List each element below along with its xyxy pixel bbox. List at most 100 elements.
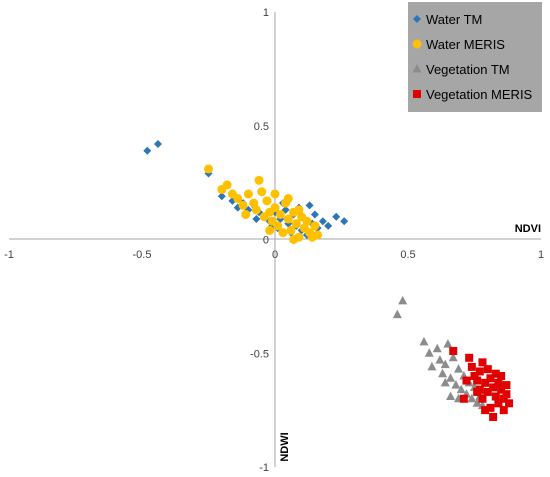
- water-meris-point: [233, 194, 243, 204]
- vegetation-meris-point: [486, 374, 495, 383]
- legend-marker-vegetation-tm: [412, 64, 422, 73]
- y-tick-label: 0: [263, 235, 269, 247]
- water-meris-point: [275, 209, 285, 219]
- vegetation-tm-point: [472, 398, 482, 407]
- water-tm-point: [143, 146, 152, 155]
- x-tick-label: 1: [538, 249, 544, 261]
- water-tm-point: [332, 212, 341, 221]
- x-tick-label: 0.5: [400, 249, 415, 261]
- vegetation-meris-point: [467, 362, 476, 371]
- water-meris-point: [243, 189, 253, 199]
- vegetation-meris-point: [449, 346, 458, 355]
- vegetation-meris-point: [462, 376, 471, 385]
- x-tick-label: 0: [272, 249, 278, 261]
- vegetation-meris-point: [473, 376, 482, 385]
- vegetation-meris-point: [494, 399, 503, 408]
- water-meris-point: [291, 219, 301, 229]
- legend-marker-water-tm: [413, 15, 421, 23]
- water-meris-point: [222, 180, 232, 190]
- water-meris-point: [254, 175, 264, 185]
- vegetation-meris-point: [502, 390, 511, 399]
- vegetation-meris-point: [491, 369, 500, 378]
- data-points: [143, 139, 514, 421]
- y-axis-title: NDWI: [279, 432, 291, 461]
- y-tick-labels: 1 0.5 0 -0.5 -1: [250, 7, 269, 474]
- vegetation-tm-point: [438, 368, 448, 378]
- vegetation-tm-point: [432, 343, 442, 353]
- water-meris-point: [286, 225, 296, 235]
- water-meris-point: [249, 198, 259, 208]
- water-meris-point: [294, 205, 304, 215]
- vegetation-meris-point: [481, 406, 490, 415]
- vegetation-tm-point: [419, 336, 429, 346]
- vegetation-meris-point: [494, 378, 503, 387]
- y-tick-label: -1: [259, 462, 269, 474]
- vegetation-meris-point: [497, 372, 506, 380]
- vegetation-tm-point: [454, 364, 464, 373]
- legend-box: [408, 2, 542, 112]
- legend-marker-water-meris: [412, 39, 422, 49]
- vegetation-tm-point: [435, 355, 445, 364]
- water-meris-point: [265, 225, 275, 235]
- x-tick-labels: -1 -0.5 0 0.5 1: [4, 249, 544, 261]
- water-tm-point: [305, 201, 314, 210]
- vegetation-tm-point: [440, 359, 450, 369]
- y-tick-label: -0.5: [250, 348, 269, 360]
- water-meris-point: [273, 221, 283, 231]
- legend-label-water-meris: Water MERIS: [426, 37, 505, 52]
- x-axis-title: NDVI: [515, 223, 541, 235]
- water-meris-point: [241, 209, 251, 219]
- water-meris-point: [262, 196, 272, 206]
- vegetation-meris-point: [478, 394, 487, 403]
- vegetation-tm-point: [446, 391, 456, 400]
- vegetation-tm-point: [443, 339, 453, 348]
- water-tm-point: [340, 217, 349, 226]
- vegetation-meris-point: [489, 383, 498, 392]
- axes: [9, 12, 541, 467]
- vegetation-meris-point: [483, 387, 492, 396]
- water-tm-point: [153, 139, 162, 148]
- water-meris-point: [251, 205, 261, 215]
- vegetation-tm-point: [456, 384, 466, 394]
- vegetation-tm-point: [424, 348, 434, 357]
- legend-marker-vegetation-meris: [413, 90, 421, 98]
- x-tick-label: -1: [4, 249, 14, 261]
- legend: Water TM Water MERIS Vegetation TM Vegetati…: [408, 2, 542, 112]
- vegetation-meris-point: [499, 394, 508, 403]
- vegetation-tm-point: [467, 393, 477, 403]
- water-meris-point: [310, 221, 320, 231]
- legend-label-vegetation-meris: Vegetation MERIS: [426, 87, 533, 102]
- y-tick-label: 0.5: [254, 121, 269, 133]
- vegetation-meris-point: [483, 365, 492, 374]
- water-meris-point: [283, 214, 293, 224]
- vegetation-meris-point: [481, 378, 490, 387]
- water-meris-point: [313, 230, 323, 240]
- vegetation-meris-point: [489, 412, 498, 421]
- vegetation-meris-point: [475, 367, 484, 376]
- water-tm-point: [310, 210, 319, 219]
- water-tm-point: [217, 192, 226, 201]
- water-meris-point: [204, 164, 213, 174]
- water-meris-point: [257, 187, 267, 197]
- vegetation-meris-point: [505, 399, 514, 408]
- x-tick-label: -0.5: [133, 249, 152, 261]
- water-tm-point: [252, 215, 261, 224]
- vegetation-meris-point: [497, 385, 506, 394]
- vegetation-tm-point: [398, 295, 408, 305]
- vegetation-meris-point: [465, 353, 474, 362]
- water-meris-point: [270, 189, 280, 199]
- water-meris-point: [283, 194, 293, 204]
- water-meris-point: [238, 200, 248, 210]
- y-tick-label: 1: [263, 7, 269, 19]
- vegetation-meris-point: [486, 403, 495, 412]
- vegetation-tm-point: [440, 377, 450, 387]
- vegetation-tm-point: [427, 361, 437, 371]
- water-meris-point: [302, 216, 312, 226]
- vegetation-tm-point: [446, 373, 456, 382]
- vegetation-meris-point: [470, 372, 479, 380]
- vegetation-meris-point: [491, 392, 500, 401]
- water-meris-point: [289, 235, 299, 244]
- vegetation-meris-point: [478, 358, 487, 367]
- water-tm-point: [318, 217, 327, 226]
- legend-label-vegetation-tm: Vegetation TM: [426, 62, 510, 77]
